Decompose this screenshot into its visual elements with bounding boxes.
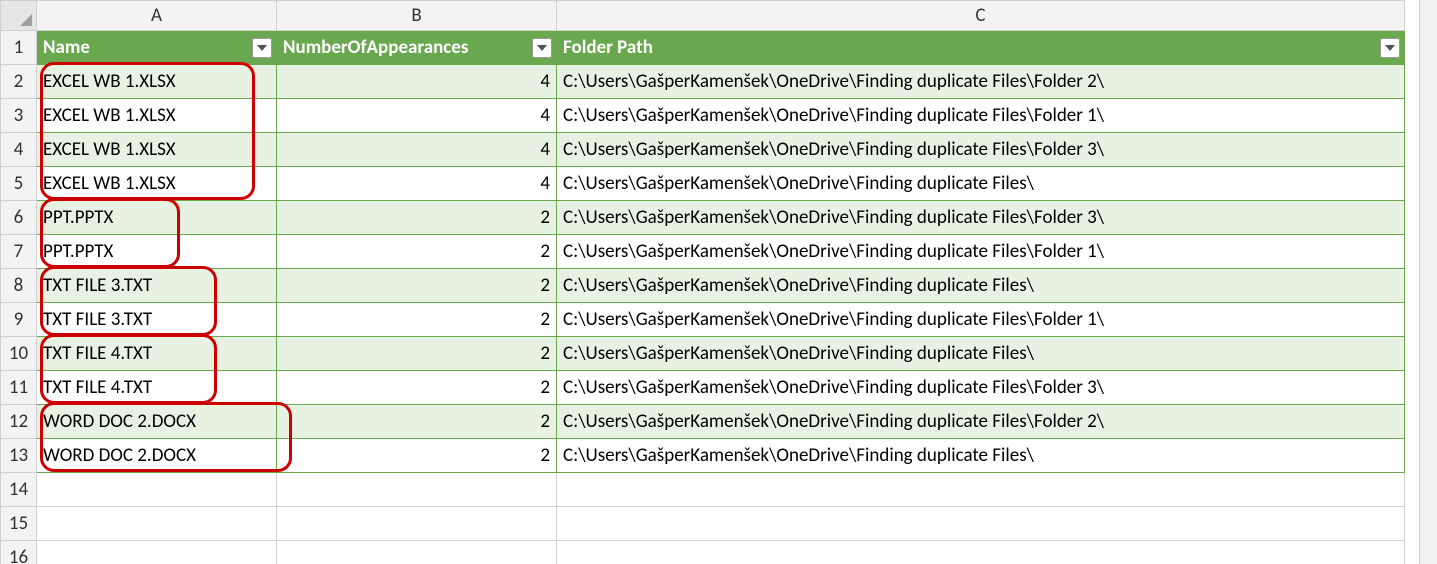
table-header-label: Name (43, 36, 90, 59)
cell-folder[interactable]: C:\Users\GašperKamenšek\OneDrive\Finding… (557, 201, 1405, 235)
row-header-10[interactable]: 10 (1, 337, 37, 371)
empty-cell[interactable] (37, 473, 277, 507)
cell-count[interactable]: 4 (277, 167, 557, 201)
row-header-12[interactable]: 12 (1, 405, 37, 439)
select-all-corner[interactable] (1, 1, 37, 31)
cell-folder[interactable]: C:\Users\GašperKamenšek\OneDrive\Finding… (557, 65, 1405, 99)
column-header-A[interactable]: A (37, 1, 277, 31)
worksheet-grid[interactable]: ABC1NameNumberOfAppearancesFolder Path2E… (0, 0, 1405, 564)
cell-count[interactable]: 4 (277, 65, 557, 99)
cell-name[interactable]: WORD DOC 2.DOCX (37, 405, 277, 439)
row-header-13[interactable]: 13 (1, 439, 37, 473)
spreadsheet-sheet: ABC1NameNumberOfAppearancesFolder Path2E… (0, 0, 1437, 564)
cell-name[interactable]: EXCEL WB 1.XLSX (37, 133, 277, 167)
cell-folder[interactable]: C:\Users\GašperKamenšek\OneDrive\Finding… (557, 337, 1405, 371)
cell-name[interactable]: EXCEL WB 1.XLSX (37, 167, 277, 201)
filter-button-name[interactable] (252, 38, 272, 58)
row-header-7[interactable]: 7 (1, 235, 37, 269)
row-header-14[interactable]: 14 (1, 473, 37, 507)
cell-count[interactable]: 2 (277, 439, 557, 473)
empty-cell[interactable] (37, 507, 277, 541)
row-header-11[interactable]: 11 (1, 371, 37, 405)
cell-name[interactable]: EXCEL WB 1.XLSX (37, 99, 277, 133)
cell-name[interactable]: TXT FILE 4.TXT (37, 337, 277, 371)
cell-folder[interactable]: C:\Users\GašperKamenšek\OneDrive\Finding… (557, 235, 1405, 269)
row-header-6[interactable]: 6 (1, 201, 37, 235)
table-header-count[interactable]: NumberOfAppearances (277, 31, 557, 65)
cell-count[interactable]: 2 (277, 201, 557, 235)
cell-name[interactable]: PPT.PPTX (37, 235, 277, 269)
cell-count[interactable]: 4 (277, 133, 557, 167)
cell-name[interactable]: PPT.PPTX (37, 201, 277, 235)
row-header-1[interactable]: 1 (1, 31, 37, 65)
cell-count[interactable]: 2 (277, 371, 557, 405)
row-header-4[interactable]: 4 (1, 133, 37, 167)
filter-button-folder[interactable] (1380, 38, 1400, 58)
empty-cell[interactable] (557, 507, 1405, 541)
cell-count[interactable]: 4 (277, 99, 557, 133)
cell-folder[interactable]: C:\Users\GašperKamenšek\OneDrive\Finding… (557, 133, 1405, 167)
table-header-label: NumberOfAppearances (283, 36, 468, 59)
filter-button-count[interactable] (532, 38, 552, 58)
row-header-2[interactable]: 2 (1, 65, 37, 99)
cell-count[interactable]: 2 (277, 235, 557, 269)
empty-cell[interactable] (37, 541, 277, 564)
cell-folder[interactable]: C:\Users\GašperKamenšek\OneDrive\Finding… (557, 99, 1405, 133)
cell-count[interactable]: 2 (277, 337, 557, 371)
table-header-folder[interactable]: Folder Path (557, 31, 1405, 65)
cell-folder[interactable]: C:\Users\GašperKamenšek\OneDrive\Finding… (557, 439, 1405, 473)
vertical-scrollbar[interactable] (1419, 0, 1437, 564)
empty-cell[interactable] (557, 541, 1405, 564)
column-header-C[interactable]: C (557, 1, 1405, 31)
column-header-B[interactable]: B (277, 1, 557, 31)
row-header-5[interactable]: 5 (1, 167, 37, 201)
empty-cell[interactable] (277, 507, 557, 541)
cell-name[interactable]: TXT FILE 3.TXT (37, 269, 277, 303)
row-header-3[interactable]: 3 (1, 99, 37, 133)
empty-cell[interactable] (277, 473, 557, 507)
row-header-9[interactable]: 9 (1, 303, 37, 337)
row-header-15[interactable]: 15 (1, 507, 37, 541)
cell-name[interactable]: WORD DOC 2.DOCX (37, 439, 277, 473)
cell-count[interactable]: 2 (277, 303, 557, 337)
row-header-8[interactable]: 8 (1, 269, 37, 303)
cell-name[interactable]: TXT FILE 4.TXT (37, 371, 277, 405)
cell-name[interactable]: TXT FILE 3.TXT (37, 303, 277, 337)
cell-folder[interactable]: C:\Users\GašperKamenšek\OneDrive\Finding… (557, 269, 1405, 303)
empty-cell[interactable] (557, 473, 1405, 507)
cell-count[interactable]: 2 (277, 405, 557, 439)
row-header-16[interactable]: 16 (1, 541, 37, 564)
cell-folder[interactable]: C:\Users\GašperKamenšek\OneDrive\Finding… (557, 303, 1405, 337)
cell-folder[interactable]: C:\Users\GašperKamenšek\OneDrive\Finding… (557, 405, 1405, 439)
table-header-label: Folder Path (563, 36, 653, 59)
table-header-name[interactable]: Name (37, 31, 277, 65)
cell-name[interactable]: EXCEL WB 1.XLSX (37, 65, 277, 99)
cell-folder[interactable]: C:\Users\GašperKamenšek\OneDrive\Finding… (557, 371, 1405, 405)
empty-cell[interactable] (277, 541, 557, 564)
cell-count[interactable]: 2 (277, 269, 557, 303)
cell-folder[interactable]: C:\Users\GašperKamenšek\OneDrive\Finding… (557, 167, 1405, 201)
